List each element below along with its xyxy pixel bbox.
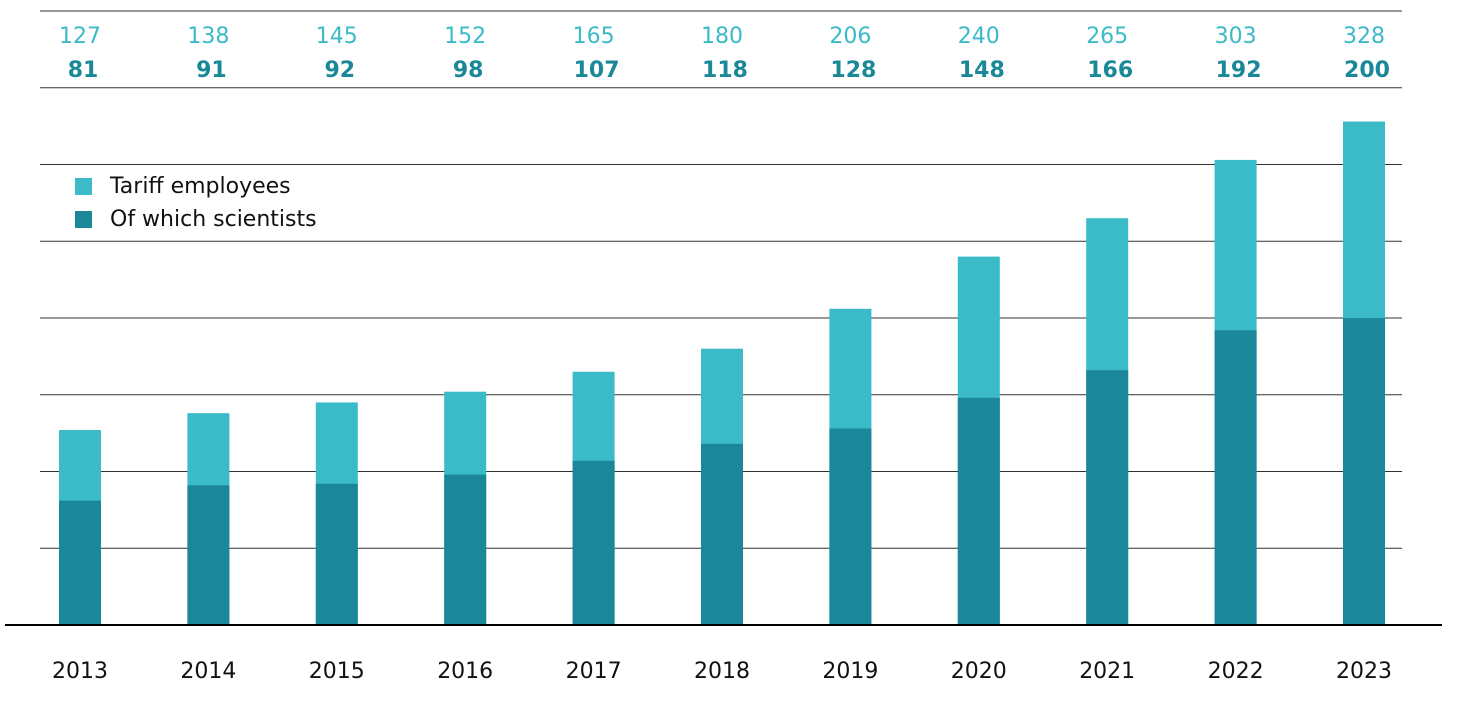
legend-label: Tariff employees bbox=[109, 174, 291, 199]
value-label: 265 bbox=[1086, 24, 1128, 49]
value-label: 166 bbox=[1087, 58, 1133, 83]
value-label: 81 bbox=[68, 58, 99, 83]
value-label: 107 bbox=[574, 58, 620, 83]
bar bbox=[59, 500, 101, 625]
value-label: 98 bbox=[453, 58, 484, 83]
value-label: 192 bbox=[1216, 58, 1262, 83]
value-label: 128 bbox=[830, 58, 876, 83]
legend-swatch bbox=[75, 211, 92, 228]
x-tick-label: 2017 bbox=[566, 659, 622, 684]
value-label: 240 bbox=[958, 24, 1000, 49]
x-tick-label: 2022 bbox=[1208, 659, 1264, 684]
value-label: 145 bbox=[316, 24, 358, 49]
legend-swatch bbox=[75, 178, 92, 195]
x-tick-label: 2013 bbox=[52, 659, 108, 684]
bar bbox=[315, 483, 358, 625]
value-label: 328 bbox=[1343, 24, 1385, 49]
value-label: 206 bbox=[829, 24, 871, 49]
bar bbox=[1214, 330, 1257, 625]
value-label: 180 bbox=[701, 24, 743, 49]
x-tick-label: 2018 bbox=[694, 659, 750, 684]
value-label: 92 bbox=[324, 58, 355, 83]
x-tick-label: 2016 bbox=[437, 659, 493, 684]
bar bbox=[957, 397, 1000, 625]
x-tick-label: 2014 bbox=[180, 659, 236, 684]
x-tick-label: 2015 bbox=[309, 659, 365, 684]
value-label: 91 bbox=[196, 58, 227, 83]
x-tick-label: 2020 bbox=[951, 659, 1007, 684]
bar bbox=[187, 485, 230, 625]
bar bbox=[829, 428, 872, 625]
value-label: 165 bbox=[573, 24, 615, 49]
bar bbox=[572, 460, 615, 625]
bar bbox=[444, 474, 487, 625]
value-label: 138 bbox=[187, 24, 229, 49]
value-label: 148 bbox=[959, 58, 1005, 83]
x-tick-label: 2019 bbox=[822, 659, 878, 684]
x-tick-label: 2021 bbox=[1079, 659, 1135, 684]
value-label: 152 bbox=[444, 24, 486, 49]
bar bbox=[701, 443, 743, 625]
bar bbox=[1086, 370, 1129, 625]
value-label: 127 bbox=[59, 24, 101, 49]
bar bbox=[1343, 318, 1385, 625]
value-label: 200 bbox=[1344, 58, 1390, 83]
value-label: 303 bbox=[1215, 24, 1257, 49]
legend-label: Of which scientists bbox=[110, 207, 317, 232]
x-tick-label: 2023 bbox=[1336, 659, 1392, 684]
value-label: 118 bbox=[702, 58, 748, 83]
